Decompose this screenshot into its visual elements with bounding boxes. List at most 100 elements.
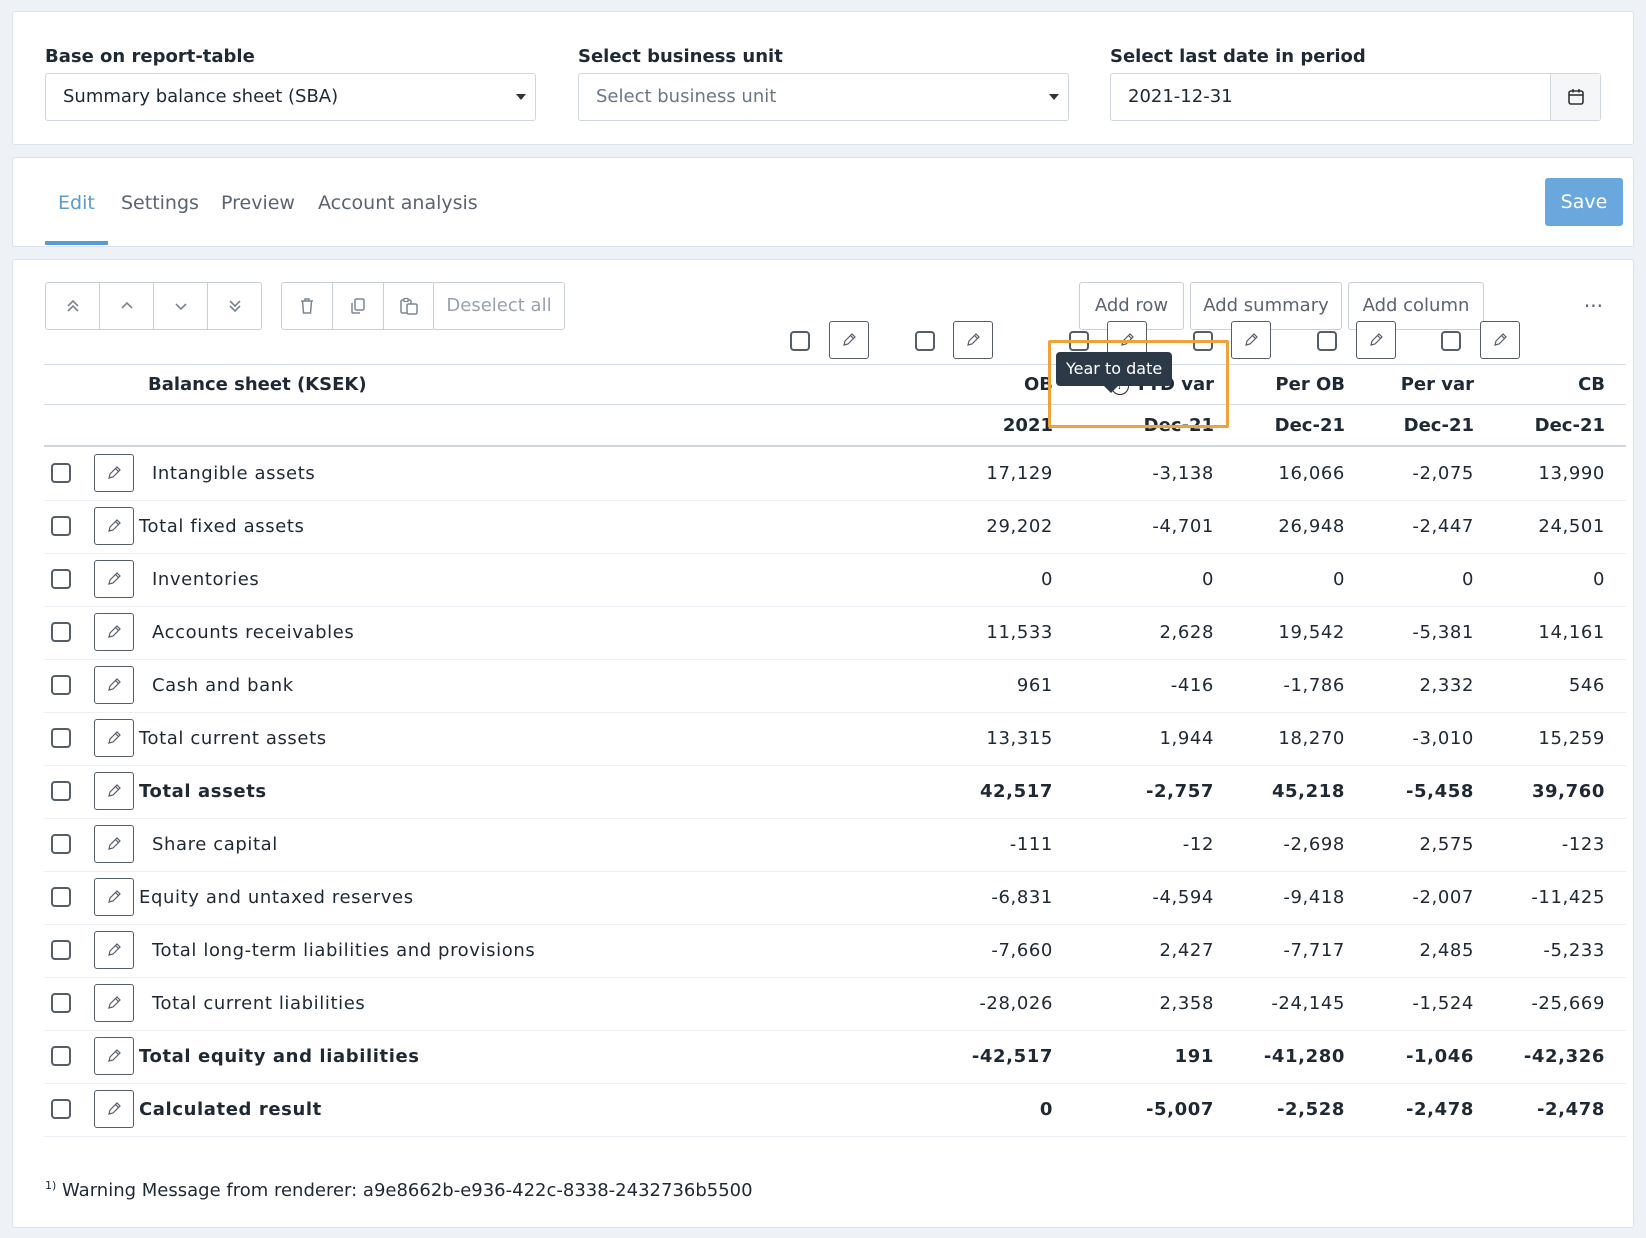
tab-edit[interactable]: Edit: [58, 192, 95, 214]
tab-account-analysis[interactable]: Account analysis: [318, 192, 478, 214]
row-value-per-ob: 26,948: [1278, 516, 1345, 537]
row-checkbox[interactable]: [51, 728, 71, 748]
row-value-per-ob: 45,218: [1271, 781, 1345, 802]
row-divider: [44, 659, 1626, 660]
row-value-ytd-var: 0: [1201, 569, 1214, 590]
column-edit-button-ytd-var[interactable]: [953, 321, 993, 359]
footnote: 1) Warning Message from renderer: a9e866…: [45, 1179, 753, 1201]
row-checkbox[interactable]: [51, 781, 71, 801]
pencil-icon: [967, 333, 980, 346]
row-checkbox[interactable]: [51, 569, 71, 589]
row-checkbox[interactable]: [51, 1099, 71, 1119]
save-button[interactable]: Save: [1545, 178, 1623, 226]
column-checkbox-ob[interactable]: [790, 331, 810, 351]
chevron-up-icon: [120, 301, 133, 309]
tab-preview[interactable]: Preview: [221, 192, 295, 214]
row-edit-button[interactable]: [94, 719, 134, 757]
more-options-button[interactable]: ···: [1583, 294, 1603, 318]
last-date-input[interactable]: 2021-12-31: [1110, 73, 1601, 121]
row-value-cb: 13,990: [1538, 463, 1605, 484]
row-value-per-var: -3,010: [1412, 728, 1474, 749]
row-checkbox[interactable]: [51, 675, 71, 695]
pencil-icon: [108, 625, 121, 638]
column-period-per-ob: Dec-21: [1274, 415, 1345, 436]
row-edit-button[interactable]: [94, 1090, 134, 1128]
row-value-cb: -5,233: [1543, 940, 1605, 961]
row-edit-button[interactable]: [94, 507, 134, 545]
pencil-icon: [108, 1102, 121, 1115]
row-label: Total current assets: [139, 728, 327, 749]
row-label: Total fixed assets: [139, 516, 305, 537]
row-value-cb: 24,501: [1538, 516, 1605, 537]
row-checkbox[interactable]: [51, 1046, 71, 1066]
trash-icon: [301, 298, 313, 314]
move-button-group: [45, 282, 262, 330]
add-row-button[interactable]: Add row: [1079, 282, 1184, 330]
row-checkbox[interactable]: [51, 887, 71, 907]
row-checkbox[interactable]: [51, 622, 71, 642]
row-edit-button[interactable]: [94, 1037, 134, 1075]
row-divider: [44, 712, 1626, 713]
row-edit-button[interactable]: [94, 931, 134, 969]
calendar-button[interactable]: [1550, 74, 1600, 120]
business-unit-select[interactable]: Select business unit: [578, 73, 1069, 121]
row-value-per-ob: -24,145: [1271, 993, 1345, 1014]
deselect-all-button[interactable]: Deselect all: [433, 282, 565, 330]
row-edit-button[interactable]: [94, 878, 134, 916]
row-checkbox[interactable]: [51, 516, 71, 536]
report-table-select[interactable]: Summary balance sheet (SBA): [45, 73, 536, 121]
move-down-button[interactable]: [153, 282, 208, 330]
row-value-ob: 11,533: [986, 622, 1053, 643]
column-checkbox-cb[interactable]: [1317, 331, 1337, 351]
ytd-var-highlight: [1048, 340, 1229, 428]
row-checkbox[interactable]: [51, 463, 71, 483]
tab-settings[interactable]: Settings: [121, 192, 199, 214]
row-value-per-ob: -9,418: [1283, 887, 1345, 908]
delete-button[interactable]: [281, 282, 333, 330]
column-edit-button-extra[interactable]: [1480, 321, 1520, 359]
row-edit-button[interactable]: [94, 560, 134, 598]
paste-button[interactable]: [383, 282, 435, 330]
row-value-cb: -25,669: [1531, 993, 1605, 1014]
row-label: Inventories: [152, 569, 260, 590]
column-edit-button-cb[interactable]: [1356, 321, 1396, 359]
row-edit-button[interactable]: [94, 613, 134, 651]
column-checkbox-extra[interactable]: [1441, 331, 1461, 351]
row-edit-button[interactable]: [94, 772, 134, 810]
move-bottom-button[interactable]: [207, 282, 262, 330]
row-divider: [44, 553, 1626, 554]
row-label: Cash and bank: [152, 675, 294, 696]
row-value-per-var: -5,381: [1412, 622, 1474, 643]
column-checkbox-ytd-var[interactable]: [915, 331, 935, 351]
row-value-ytd-var: 2,427: [1159, 940, 1214, 961]
row-value-cb: 14,161: [1538, 622, 1605, 643]
row-value-ob: 42,517: [979, 781, 1053, 802]
row-value-ytd-var: -3,138: [1152, 463, 1214, 484]
row-value-per-ob: 18,270: [1278, 728, 1345, 749]
row-label: Equity and untaxed reserves: [139, 887, 414, 908]
copy-button[interactable]: [332, 282, 384, 330]
row-edit-button[interactable]: [94, 984, 134, 1022]
chevron-down-icon: [516, 94, 526, 100]
report-editor: Deselect all Add row Add summary Add col…: [12, 259, 1634, 1228]
row-value-ytd-var: -416: [1170, 675, 1214, 696]
row-value-ytd-var: 1,944: [1159, 728, 1214, 749]
row-value-ob: 13,315: [986, 728, 1053, 749]
row-checkbox[interactable]: [51, 993, 71, 1013]
row-divider: [44, 924, 1626, 925]
column-edit-button-per-var[interactable]: [1231, 321, 1271, 359]
column-header-per-var: Per var: [1400, 374, 1474, 395]
row-checkbox[interactable]: [51, 940, 71, 960]
row-edit-button[interactable]: [94, 666, 134, 704]
row-value-ob: 17,129: [986, 463, 1053, 484]
row-checkbox[interactable]: [51, 834, 71, 854]
row-edit-button[interactable]: [94, 454, 134, 492]
column-header-per-ob: Per OB: [1275, 374, 1345, 395]
row-edit-button[interactable]: [94, 825, 134, 863]
move-up-button[interactable]: [99, 282, 154, 330]
copy-icon: [351, 298, 365, 314]
row-value-ytd-var: -4,594: [1152, 887, 1214, 908]
move-top-button[interactable]: [45, 282, 100, 330]
report-table-label: Base on report-table: [45, 46, 255, 67]
column-edit-button-ob[interactable]: [829, 321, 869, 359]
